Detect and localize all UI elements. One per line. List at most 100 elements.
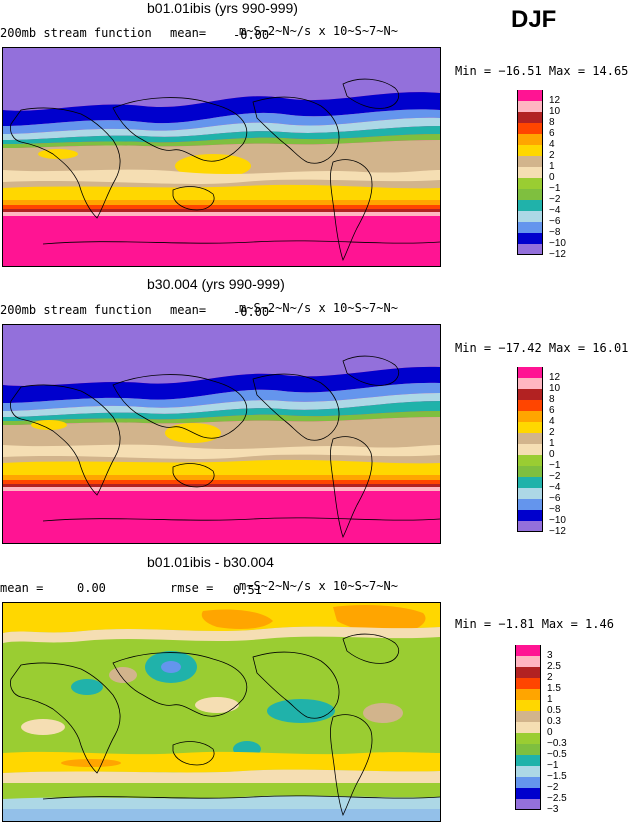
panel-3-legend-label: 0.3: [547, 716, 561, 727]
panel-2-legend-label: −8: [549, 504, 561, 515]
zone-teal-blob-2: [267, 699, 335, 723]
panel-3-legend-label: −2.5: [547, 793, 567, 804]
coastlines: [10, 633, 440, 817]
panel-3-legend-label: 0.5: [547, 705, 561, 716]
panel-2-legend-label: 6: [549, 405, 555, 416]
panel-3-legend-swatch-6: [515, 700, 541, 711]
panel-2-legend-swatch-5: [517, 411, 543, 422]
panel-2-legend-swatch-7: [517, 433, 543, 444]
zone-jet-blue: [3, 92, 440, 126]
panel-3-rmse-value: 0.51: [233, 583, 262, 597]
panel-2-legend-swatch-8: [517, 444, 543, 455]
panel-2-legend-swatch-6: [517, 422, 543, 433]
panel-1-mean-value: -0.00: [233, 28, 270, 42]
panel-1-legend-label: 2: [549, 150, 555, 161]
panel-1-legend-label: −2: [549, 194, 561, 205]
north-america-coast: [252, 96, 340, 164]
panel-1-legend-label: −10: [549, 238, 566, 249]
panel-2-legend-label: 4: [549, 416, 555, 427]
panel-3-legend-label: 2.5: [547, 661, 561, 672]
zone-blue-core: [161, 661, 181, 673]
panel-3-legend-label: −2: [547, 782, 559, 793]
zone-pink-10: [3, 487, 440, 491]
panel-1-legend-swatch-6: [517, 145, 543, 156]
zone-south-yellow: [3, 751, 440, 773]
panel-2-legend-swatch-13: [517, 499, 543, 510]
zone-pink-10: [3, 212, 440, 216]
panel-1-legend-swatch-5: [517, 134, 543, 145]
panel-1-legend-swatch-2: [517, 101, 543, 112]
panel-1-legend-swatch-11: [517, 200, 543, 211]
panel-1-legend-label: −12: [549, 249, 566, 260]
panel-1-legend-label: 6: [549, 128, 555, 139]
panel-1-mean-label: mean=: [170, 26, 207, 40]
panel-1-legend-label: −4: [549, 205, 561, 216]
panel-2-legend-swatch-2: [517, 378, 543, 389]
panel-3-legend-swatch-9: [515, 733, 541, 744]
panel-1-map: [2, 47, 441, 267]
zone-wheat-blob-2: [21, 719, 65, 735]
panel-2-legend-label: −10: [549, 515, 566, 526]
panel-2-legend-swatch-4: [517, 400, 543, 411]
panel-2-units: m~S~2~N~/s x 10~S~7~N~: [239, 301, 398, 315]
panel-2-field-label: 200mb stream function: [0, 303, 152, 317]
panel-3-mean-label: mean =: [0, 581, 44, 595]
panel-1-legend-swatch-7: [517, 156, 543, 167]
panel-3-legend-swatch-1: [515, 645, 541, 656]
panel-1-legend-swatch-14: [517, 233, 543, 244]
panel-1-legend-label: 8: [549, 117, 555, 128]
zone-red-8: [3, 205, 440, 209]
panel-3-legend-label: 1.5: [547, 683, 561, 694]
zone-darkred-10: [3, 209, 440, 212]
africa-eurasia-coast: [10, 662, 121, 774]
panel-3-legend-swatch-4: [515, 678, 541, 689]
zone-north-orange-2: [201, 609, 273, 629]
panel-3-legend-swatch-3: [515, 667, 541, 678]
antarctica-coast: [42, 240, 440, 245]
zone-lightblue-6: [3, 393, 440, 417]
greenland-coast: [342, 78, 399, 109]
panel-1-legend-swatch-8: [517, 167, 543, 178]
panel-2-legend-label: −6: [549, 493, 561, 504]
asia-coast: [112, 652, 248, 717]
panel-1-min-max: Min = −16.51 Max = 14.65: [455, 64, 629, 78]
asia-coast: [112, 374, 248, 439]
zone-blue-8: [3, 109, 440, 134]
zone-south-orange: [61, 759, 121, 767]
north-america-coast: [252, 373, 340, 441]
panel-2-map: [2, 324, 441, 544]
panel-1-legend-swatch-4: [517, 123, 543, 134]
zone-yellow-small: [31, 420, 67, 430]
africa-eurasia-coast: [10, 107, 121, 219]
south-america-coast: [330, 159, 373, 262]
panel-1-legend-label: 12: [549, 95, 561, 106]
panel-3-legend-swatch-14: [515, 788, 541, 799]
panel-2-legend-label: 8: [549, 394, 555, 405]
panel-2-legend-swatch-3: [517, 389, 543, 400]
zone-orange-6: [3, 200, 440, 205]
zone-green-2: [3, 411, 440, 425]
panel-1-legend-label: 10: [549, 106, 561, 117]
panel-2-legend-swatch-1: [517, 367, 543, 378]
panel-1-legend-swatch-9: [517, 178, 543, 189]
north-america-coast: [252, 651, 340, 719]
panel-1-field-label: 200mb stream function: [0, 26, 152, 40]
panel-1-legend-label: 4: [549, 139, 555, 150]
zone-north-orange: [333, 605, 426, 634]
zone-south-wheat: [3, 769, 440, 783]
panel-1-legend-swatch-15: [517, 244, 543, 255]
panel-3-legend-swatch-13: [515, 777, 541, 788]
panel-1-legend-swatch-13: [517, 222, 543, 233]
zone-south-green: [3, 783, 440, 799]
coastlines: [10, 355, 440, 539]
panel-2-legend-label: 12: [549, 372, 561, 383]
panel-3-legend-swatch-11: [515, 755, 541, 766]
panel-3-legend-swatch-12: [515, 766, 541, 777]
zone-orange-6: [3, 475, 440, 480]
panel-1-legend-swatch-1: [517, 90, 543, 101]
panel-3-min-max: Min = −1.81 Max = 1.46: [455, 617, 614, 631]
antarctica-coast: [42, 795, 440, 800]
panel-1-legend-swatch-12: [517, 211, 543, 222]
panel-2-legend-label: −4: [549, 482, 561, 493]
